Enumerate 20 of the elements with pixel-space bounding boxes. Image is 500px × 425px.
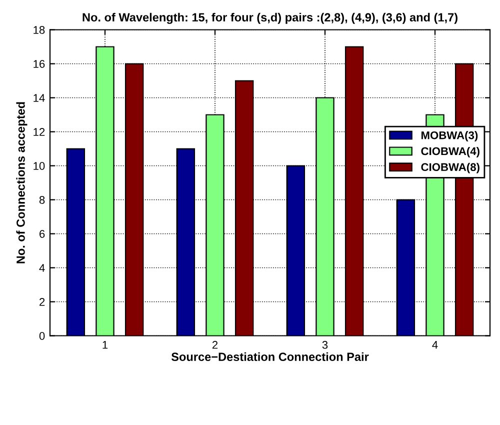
x-tick-label: 4: [432, 341, 438, 349]
x-axis-title: Source−Destiation Connection Pair: [171, 352, 369, 362]
legend-label: MOBWA(3): [421, 131, 478, 142]
chart-title: No. of Wavelength: 15, for four (s,d) pairs :(2,8), (4,9), (3,6) and (1,7): [82, 12, 458, 24]
y-tick-label: 18: [34, 26, 45, 34]
x-tick-label: 2: [212, 340, 218, 349]
y-tick-label: 10: [34, 162, 45, 170]
y-tick-label: 14: [34, 94, 45, 102]
legend-label: CIOBWA(8): [421, 162, 480, 174]
y-tick-label: 0: [39, 332, 45, 340]
y-tick-label: 4: [39, 264, 45, 272]
y-tick-label: 6: [40, 230, 45, 238]
x-tick-label: 1: [102, 341, 108, 349]
y-tick-label: 8: [39, 196, 45, 204]
y-axis-title: No. of Connections accepted: [16, 102, 28, 264]
y-tick-label: 12: [34, 128, 45, 136]
legend-label: CIOBWA(4): [421, 146, 480, 158]
y-tick-label: 16: [34, 60, 45, 68]
x-tick-label: 3: [322, 340, 328, 349]
y-tick-label: 2: [40, 298, 45, 306]
